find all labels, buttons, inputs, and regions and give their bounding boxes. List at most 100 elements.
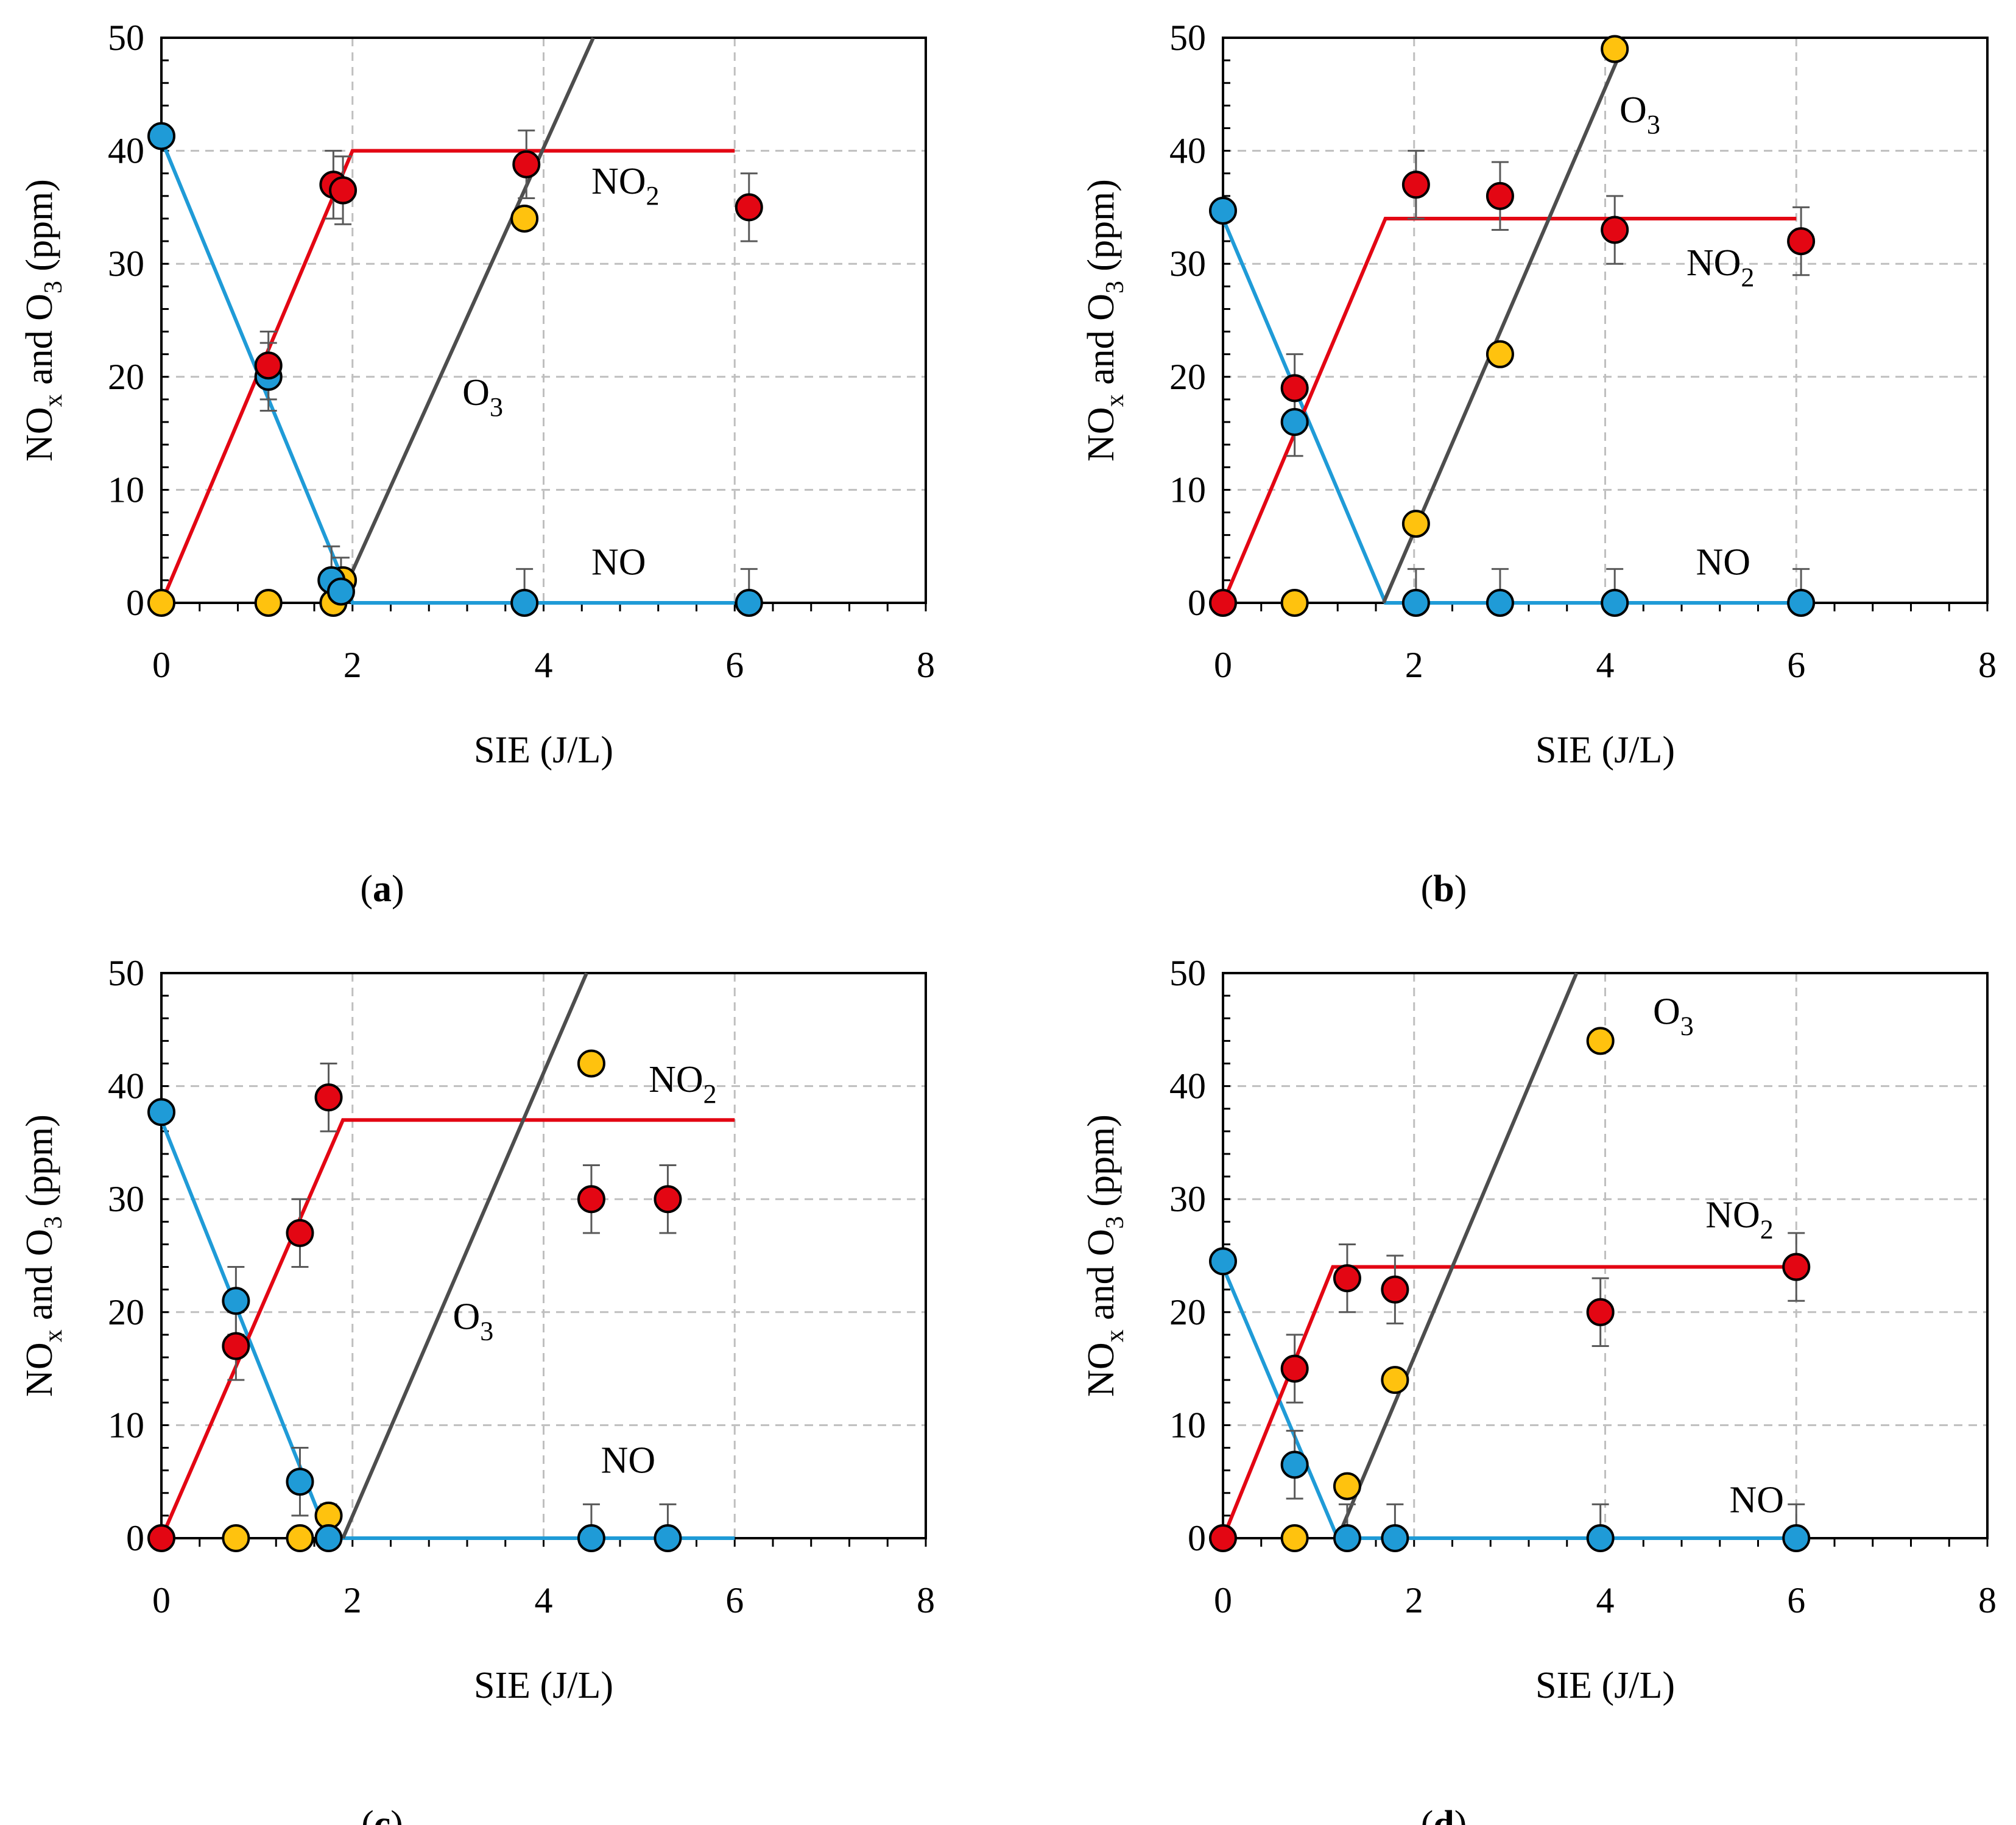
fit-line-o3 bbox=[336, 37, 595, 604]
data-point-o3 bbox=[1586, 1027, 1615, 1055]
x-tick-label: 4 bbox=[535, 1580, 553, 1620]
data-point-no2 bbox=[735, 193, 763, 222]
data-point-o3 bbox=[147, 589, 175, 617]
data-point-no2 bbox=[1280, 374, 1309, 403]
panel-caption-paren: ( bbox=[361, 1804, 374, 1825]
panel-caption-letter: c bbox=[374, 1804, 391, 1825]
fit-line-no bbox=[1221, 1266, 1797, 1540]
y-axis-label-subscript: 3 bbox=[1101, 281, 1129, 294]
y-tick-label: 40 bbox=[1169, 1066, 1206, 1106]
fit-line-o3 bbox=[1336, 972, 1579, 1539]
data-point-no2 bbox=[1601, 216, 1629, 244]
panel-caption-paren: ) bbox=[390, 1804, 403, 1825]
data-point-no bbox=[1209, 1247, 1237, 1276]
y-axis-label-subscript: 3 bbox=[40, 1216, 68, 1229]
x-tick-label: 6 bbox=[1787, 1580, 1805, 1620]
x-tick-label: 2 bbox=[1405, 645, 1423, 685]
series-annotation-subscript: 3 bbox=[1647, 110, 1660, 139]
series-annotation-text: NO bbox=[591, 161, 646, 202]
series-annotation-subscript: 2 bbox=[1741, 262, 1754, 292]
fit-line-o3 bbox=[341, 972, 588, 1539]
series-annotation-subscript: 3 bbox=[1680, 1011, 1694, 1041]
x-tick-label: 2 bbox=[344, 645, 362, 685]
y-tick-label: 50 bbox=[1169, 18, 1206, 58]
data-point-no bbox=[222, 1287, 250, 1315]
series-annotation-text: NO bbox=[591, 542, 646, 583]
panel-caption: (c) bbox=[361, 1804, 403, 1825]
y-axis-label-text: NO bbox=[19, 1342, 60, 1397]
data-point-no2 bbox=[1782, 1253, 1811, 1281]
data-point-no bbox=[1280, 408, 1309, 437]
data-point-o3 bbox=[222, 1524, 250, 1552]
data-point-no bbox=[147, 1098, 175, 1127]
panel-caption-paren: ( bbox=[1421, 1804, 1434, 1825]
series-annotation-text: O bbox=[1619, 90, 1647, 131]
y-tick-label: 20 bbox=[1169, 357, 1206, 397]
data-point-no bbox=[1787, 589, 1816, 617]
series-annotation: O3 bbox=[1619, 90, 1660, 139]
y-tick-label: 20 bbox=[108, 1292, 144, 1332]
data-point-no bbox=[510, 589, 539, 617]
data-point-no bbox=[314, 1524, 343, 1552]
y-axis-label-subscript: x bbox=[1101, 394, 1129, 407]
data-point-no2 bbox=[1209, 589, 1237, 617]
data-point-no2 bbox=[512, 150, 541, 178]
data-point-no bbox=[1333, 1524, 1361, 1552]
data-point-no bbox=[1401, 589, 1430, 617]
y-axis-label-subscript: 3 bbox=[40, 281, 68, 294]
data-point-no2 bbox=[1280, 1354, 1309, 1383]
data-point-no bbox=[1782, 1524, 1811, 1552]
fit-line-no2 bbox=[160, 149, 735, 604]
data-point-no bbox=[1280, 1451, 1309, 1479]
fit-line-no2 bbox=[1221, 216, 1797, 604]
data-point-no2 bbox=[1787, 227, 1816, 256]
data-point-no2 bbox=[1586, 1298, 1615, 1326]
data-point-no2 bbox=[329, 176, 358, 205]
data-point-no2 bbox=[1401, 171, 1430, 199]
panel-caption: (b) bbox=[1421, 868, 1467, 910]
y-tick-label: 0 bbox=[126, 1518, 144, 1558]
y-tick-label: 50 bbox=[108, 953, 144, 993]
y-axis-label-subscript: x bbox=[40, 394, 68, 407]
data-point-no bbox=[577, 1524, 605, 1552]
data-point-no2 bbox=[314, 1083, 343, 1112]
y-axis-label-text: NO bbox=[1080, 1342, 1122, 1397]
y-tick-label: 40 bbox=[1169, 131, 1206, 171]
series-annotation-text: NO bbox=[1696, 542, 1751, 583]
data-point-o3 bbox=[510, 204, 539, 233]
y-tick-label: 40 bbox=[108, 131, 144, 171]
panel-caption-letter: a bbox=[373, 868, 392, 910]
y-axis-label-text: NO bbox=[19, 407, 60, 462]
series-annotation-subscript: 2 bbox=[703, 1079, 717, 1109]
fit-line-o3 bbox=[1381, 54, 1621, 604]
data-point-o3 bbox=[1601, 35, 1629, 63]
panel-caption: (a) bbox=[360, 868, 404, 910]
y-axis-label-text: (ppm) bbox=[19, 179, 60, 281]
y-tick-label: 10 bbox=[108, 1405, 144, 1445]
x-axis-label: SIE (J/L) bbox=[1535, 1665, 1675, 1706]
y-tick-label: 30 bbox=[108, 244, 144, 284]
y-tick-label: 0 bbox=[126, 583, 144, 623]
y-axis-label-text: (ppm) bbox=[19, 1114, 60, 1216]
data-point-no bbox=[326, 577, 355, 606]
y-tick-label: 30 bbox=[1169, 1179, 1206, 1219]
y-tick-label: 50 bbox=[1169, 953, 1206, 993]
data-point-o3 bbox=[1333, 1472, 1361, 1500]
panel-caption-letter: b bbox=[1433, 868, 1454, 910]
data-point-no2 bbox=[1486, 181, 1514, 210]
x-tick-label: 6 bbox=[725, 645, 744, 685]
fit-line-no2 bbox=[1221, 1265, 1797, 1539]
y-tick-label: 0 bbox=[1188, 1518, 1206, 1558]
panel-caption-paren: ) bbox=[1454, 1804, 1467, 1825]
data-point-no2 bbox=[222, 1332, 250, 1360]
x-tick-label: 0 bbox=[152, 645, 171, 685]
y-axis-label: NOx and O3 (ppm) bbox=[1080, 1114, 1129, 1397]
series-annotation-text: NO bbox=[601, 1440, 656, 1481]
series-annotation: NO bbox=[1696, 542, 1751, 583]
panel-caption-paren: ) bbox=[392, 868, 404, 910]
